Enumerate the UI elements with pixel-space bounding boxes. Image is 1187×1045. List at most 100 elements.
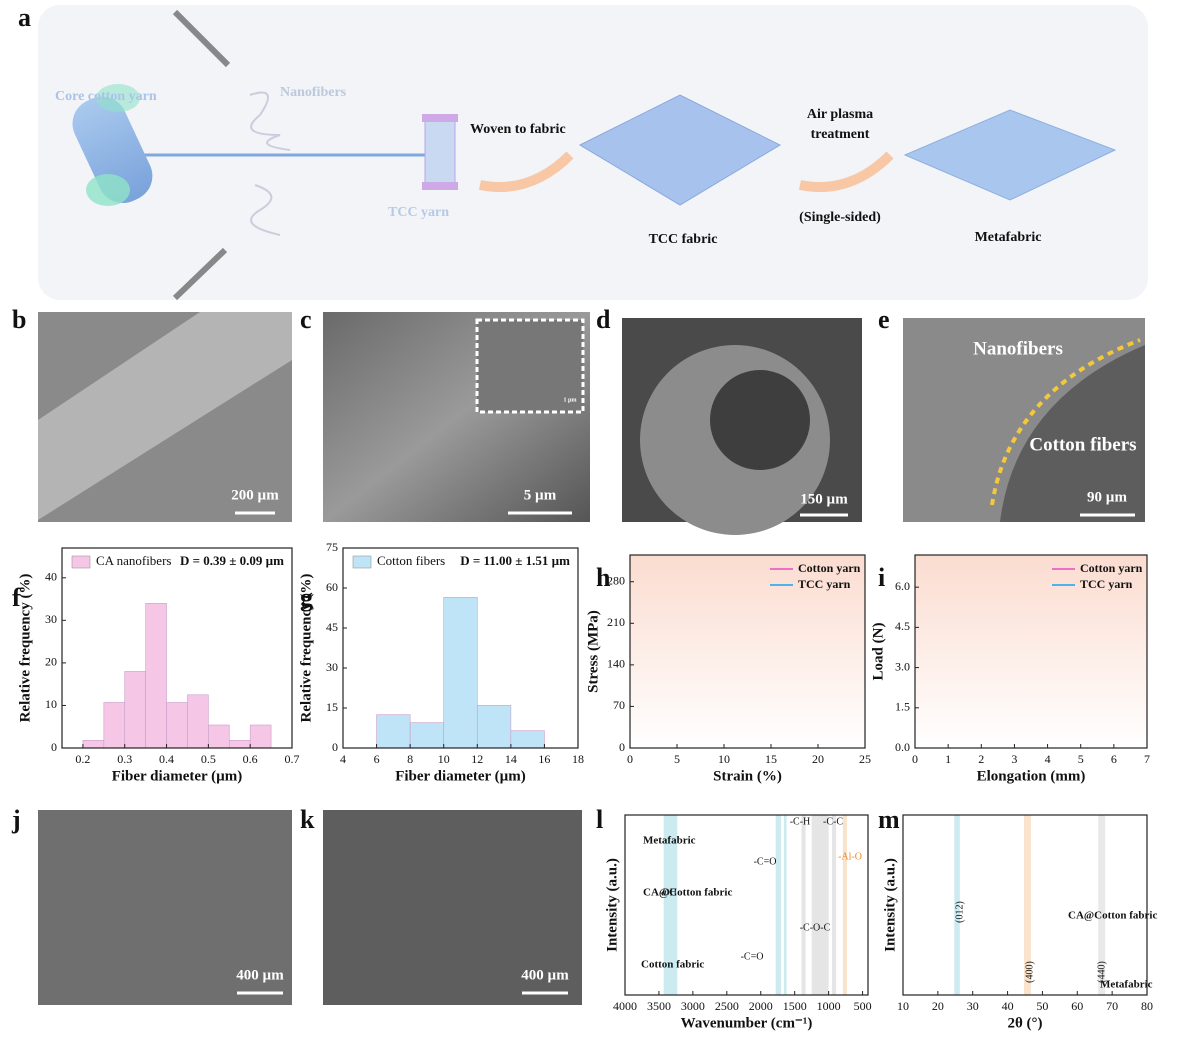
scale-bar-label: 400 µm xyxy=(236,967,284,983)
x-tick-label: 6 xyxy=(374,752,380,766)
x-tick-label: 18 xyxy=(572,752,584,766)
x-tick-label: 50 xyxy=(1036,999,1048,1013)
y-tick-label: 70 xyxy=(613,698,625,712)
y-tick-label: 15 xyxy=(326,700,338,714)
x-tick-label: 0.4 xyxy=(159,752,174,766)
x-axis-label: 2θ (°) xyxy=(1007,1015,1042,1031)
schematic-label: treatment xyxy=(811,127,870,142)
x-tick-label: 30 xyxy=(967,999,979,1013)
y-axis-label: Relative frequency (%) xyxy=(298,574,314,723)
y-axis-label: Relative frequency (%) xyxy=(17,574,33,723)
x-tick-label: 4 xyxy=(340,752,346,766)
annotation: D = 0.39 ± 0.09 µm xyxy=(180,553,284,568)
y-axis-label: Stress (MPa) xyxy=(585,610,601,693)
x-tick-label: 1500 xyxy=(783,999,807,1013)
micrographs xyxy=(38,312,1145,1005)
y-tick-label: 0 xyxy=(619,740,625,754)
x-tick-label: 70 xyxy=(1106,999,1118,1013)
schematic-art xyxy=(72,9,1117,301)
schematic-label: Metafabric xyxy=(975,230,1042,245)
series-label: Cotton fabric xyxy=(641,959,704,971)
schematic-label: (Single-sided) xyxy=(799,210,881,225)
panel-label: e xyxy=(878,305,890,334)
y-tick-label: 210 xyxy=(607,615,625,629)
x-tick-label: 15 xyxy=(765,752,777,766)
band xyxy=(832,815,837,995)
x-tick-label: 4 xyxy=(1045,752,1051,766)
x-tick-label: 5 xyxy=(674,752,680,766)
x-tick-label: 8 xyxy=(407,752,413,766)
y-tick-label: 30 xyxy=(45,612,57,626)
bar xyxy=(187,694,209,749)
bar xyxy=(228,740,251,749)
x-tick-label: 2 xyxy=(978,752,984,766)
plot-frame xyxy=(629,554,866,749)
plot-frame xyxy=(914,554,1148,749)
schematic-label: Air plasma xyxy=(807,107,873,122)
y-tick-label: 6.0 xyxy=(895,579,910,593)
panel-label: f xyxy=(12,583,21,612)
band xyxy=(842,815,847,995)
x-tick-label: 1000 xyxy=(817,999,841,1013)
x-tick-label: 2000 xyxy=(749,999,773,1013)
band xyxy=(783,815,787,995)
y-tick-label: 10 xyxy=(45,697,57,711)
scale-bar-label: 400 µm xyxy=(521,967,569,983)
x-tick-label: 16 xyxy=(538,752,550,766)
bar xyxy=(82,740,105,749)
bar xyxy=(249,724,272,749)
schematic-label: Nanofibers xyxy=(280,85,347,100)
x-tick-label: 2500 xyxy=(715,999,739,1013)
panel-label: b xyxy=(12,305,26,334)
x-tick-label: 7 xyxy=(1144,752,1150,766)
legend-label: CA nanofibers xyxy=(96,553,171,568)
panel-label: j xyxy=(11,805,21,834)
legend-label: Cotton fibers xyxy=(377,553,445,568)
annotation: (012) xyxy=(954,901,965,923)
x-tick-label: 0.5 xyxy=(201,752,216,766)
band xyxy=(811,815,829,995)
plot-frame xyxy=(61,547,293,749)
bar xyxy=(103,702,126,749)
x-tick-label: 10 xyxy=(438,752,450,766)
y-tick-label: 0.0 xyxy=(895,740,910,754)
band xyxy=(801,815,806,995)
x-tick-label: 80 xyxy=(1141,999,1153,1013)
bar xyxy=(208,724,230,749)
panel-label: c xyxy=(300,305,312,334)
x-tick-label: 20 xyxy=(812,752,824,766)
panel-label: a xyxy=(18,3,31,32)
schematic-label: Woven to fabric xyxy=(470,122,566,137)
y-axis-label: Intensity (a.u.) xyxy=(882,858,898,952)
x-tick-label: 14 xyxy=(505,752,517,766)
series-label: Metafabric xyxy=(1100,979,1153,991)
y-tick-label: 0 xyxy=(51,740,57,754)
x-tick-label: 1 xyxy=(945,752,951,766)
x-tick-label: 60 xyxy=(1071,999,1083,1013)
x-tick-label: 0 xyxy=(912,752,918,766)
plot-background xyxy=(630,555,865,748)
annotation: -C-O-C xyxy=(800,922,831,933)
x-tick-label: 10 xyxy=(897,999,909,1013)
plot-frame xyxy=(902,814,1148,996)
y-tick-label: 20 xyxy=(45,655,57,669)
annotation: -C=O xyxy=(754,856,777,867)
bar xyxy=(124,671,146,749)
band xyxy=(663,815,678,995)
schematic-label: TCC yarn xyxy=(388,205,449,220)
legend-swatch xyxy=(71,555,91,569)
micrograph-label: Cotton fibers xyxy=(1029,434,1136,455)
panel-label: h xyxy=(596,563,611,592)
plot-frame xyxy=(624,814,869,996)
y-tick-label: 1.5 xyxy=(895,700,910,714)
bar xyxy=(443,597,478,749)
legend-swatch xyxy=(352,555,372,569)
panel-label: g xyxy=(300,583,313,612)
y-tick-label: 30 xyxy=(326,660,338,674)
scale-bar-label: 90 µm xyxy=(1087,489,1127,505)
legend-label: Cotton yarn xyxy=(1080,561,1143,575)
x-axis-label: Fiber diameter (µm) xyxy=(112,768,243,784)
x-tick-label: 12 xyxy=(471,752,483,766)
y-tick-label: 75 xyxy=(326,540,338,554)
